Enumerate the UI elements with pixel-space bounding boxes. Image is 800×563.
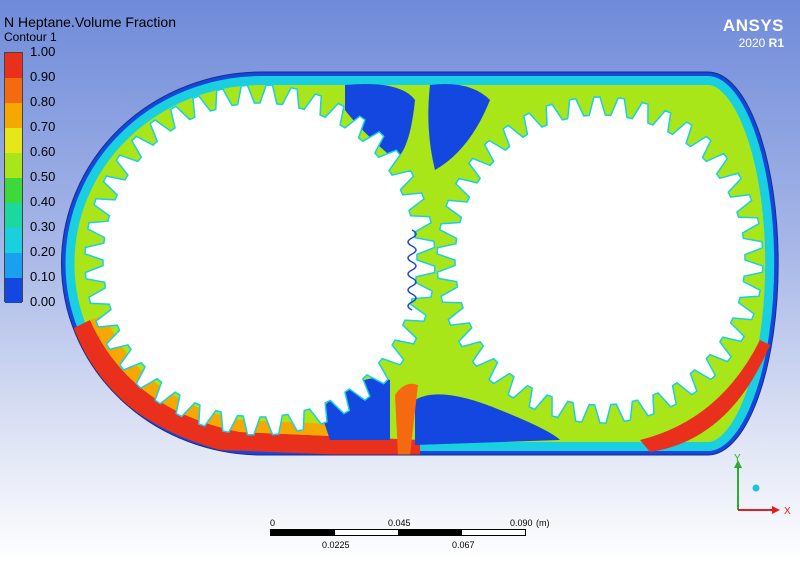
- version-release: R1: [768, 36, 784, 50]
- legend-tick: 0.70: [30, 119, 56, 134]
- legend-tick: 0.60: [30, 144, 56, 159]
- legend-swatch: [5, 153, 22, 178]
- housing-outline: [60, 71, 779, 456]
- coordinate-triad: Y X: [734, 453, 791, 517]
- legend-tick: 0.10: [30, 269, 56, 284]
- legend-tick: 0.40: [30, 194, 56, 209]
- length-scale-bar: 0 0.045 0.090 (m) 0.0225 0.067: [270, 518, 550, 558]
- mesh-clearance-zigzag: [407, 229, 417, 311]
- high-fraction-region: [70, 320, 420, 455]
- scale-ruler: [270, 529, 526, 536]
- legend-tick: 0.20: [30, 244, 56, 259]
- legend-swatch: [5, 203, 22, 228]
- version-year: 2020: [738, 36, 766, 50]
- legend-swatch: [5, 78, 22, 103]
- legend-tick: 0.00: [30, 294, 56, 309]
- scale-label: 0.045: [388, 518, 411, 528]
- legend-tick: 0.30: [30, 219, 56, 234]
- scale-label: 0.0225: [322, 540, 350, 550]
- legend-color-bar: [4, 52, 23, 303]
- low-fraction-pocket: [415, 394, 560, 445]
- legend-swatch: [5, 278, 22, 303]
- ansys-logo: ANSYS 2020 R1: [723, 16, 784, 50]
- legend-swatch: [5, 253, 22, 278]
- legend-tick: 0.80: [30, 94, 56, 109]
- x-arrowhead-icon: [772, 506, 780, 514]
- y-arrowhead-icon: [734, 460, 742, 468]
- brand-version: 2020 R1: [723, 36, 784, 50]
- scale-segment: [398, 530, 462, 535]
- legend-swatch: [5, 103, 22, 128]
- legend-swatch: [5, 228, 22, 253]
- brand-name: ANSYS: [722, 16, 784, 35]
- left-gear: [84, 84, 436, 436]
- y-axis-label: Y: [734, 453, 741, 464]
- scale-unit: (m): [536, 518, 550, 528]
- legend-tick: 0.50: [30, 169, 56, 184]
- legend-tick: 1.00: [30, 44, 56, 59]
- right-gear: [436, 96, 764, 424]
- scale-label: 0.067: [452, 540, 475, 550]
- color-legend: 1.00 0.90 0.80 0.70 0.60 0.50 0.40 0.30 …: [4, 45, 84, 312]
- legend-tick: 0.90: [30, 69, 56, 84]
- legend-swatch: [5, 178, 22, 203]
- legend-swatch: [5, 53, 22, 78]
- contour-name: Contour 1: [4, 30, 57, 44]
- mid-fraction-band: [90, 315, 330, 436]
- high-fraction-region: [640, 340, 770, 452]
- low-fraction-pocket: [428, 84, 490, 170]
- scale-segment: [271, 530, 335, 535]
- legend-swatch: [5, 128, 22, 153]
- high-fraction-streak: [395, 383, 418, 455]
- scale-label: 0: [270, 518, 276, 528]
- contour-variable-title: N Heptane.Volume Fraction: [4, 14, 176, 30]
- low-fraction-pocket: [345, 84, 415, 160]
- low-fraction-pocket: [320, 378, 390, 440]
- x-axis-label: X: [784, 506, 791, 517]
- scale-label: 0.090: [510, 518, 533, 528]
- z-axis-dot-icon: [752, 484, 760, 492]
